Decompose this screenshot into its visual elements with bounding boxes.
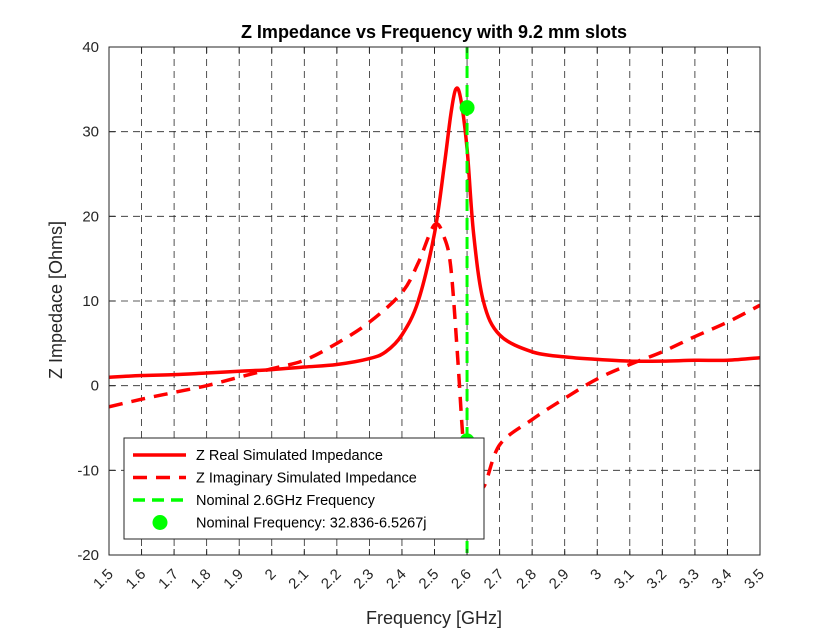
chart-title: Z Impedance vs Frequency with 9.2 mm slo… xyxy=(241,22,627,42)
legend-item-nominal-line-label: Nominal 2.6GHz Frequency xyxy=(196,493,376,509)
real-impedance-line xyxy=(109,86,760,379)
legend-item-nominal-points-label: Nominal Frequency: 32.836-6.5267j xyxy=(196,516,427,532)
y-axis-label: Z Impedace [Ohms] xyxy=(46,221,66,379)
legend: Z Real Simulated Impedance Z Imaginary Si… xyxy=(123,437,485,540)
y-tick-label: -10 xyxy=(77,462,99,479)
y-tick-label: 30 xyxy=(82,124,99,141)
imaginary-impedance-line xyxy=(109,222,760,490)
y-tick-label: 10 xyxy=(82,293,99,310)
nominal-real-point xyxy=(459,100,475,116)
y-tick-label: 20 xyxy=(82,208,99,225)
y-tick-label: 0 xyxy=(91,378,99,395)
legend-item-nominal-points-swatch xyxy=(152,515,168,530)
y-tick-label: -20 xyxy=(77,547,99,564)
legend-item-real-label: Z Real Simulated Impedance xyxy=(196,448,383,464)
legend-item-imaginary-label: Z Imaginary Simulated Impedance xyxy=(196,471,417,487)
x-axis-label: Frequency [GHz] xyxy=(366,608,502,628)
y-tick-label: 40 xyxy=(82,39,99,56)
